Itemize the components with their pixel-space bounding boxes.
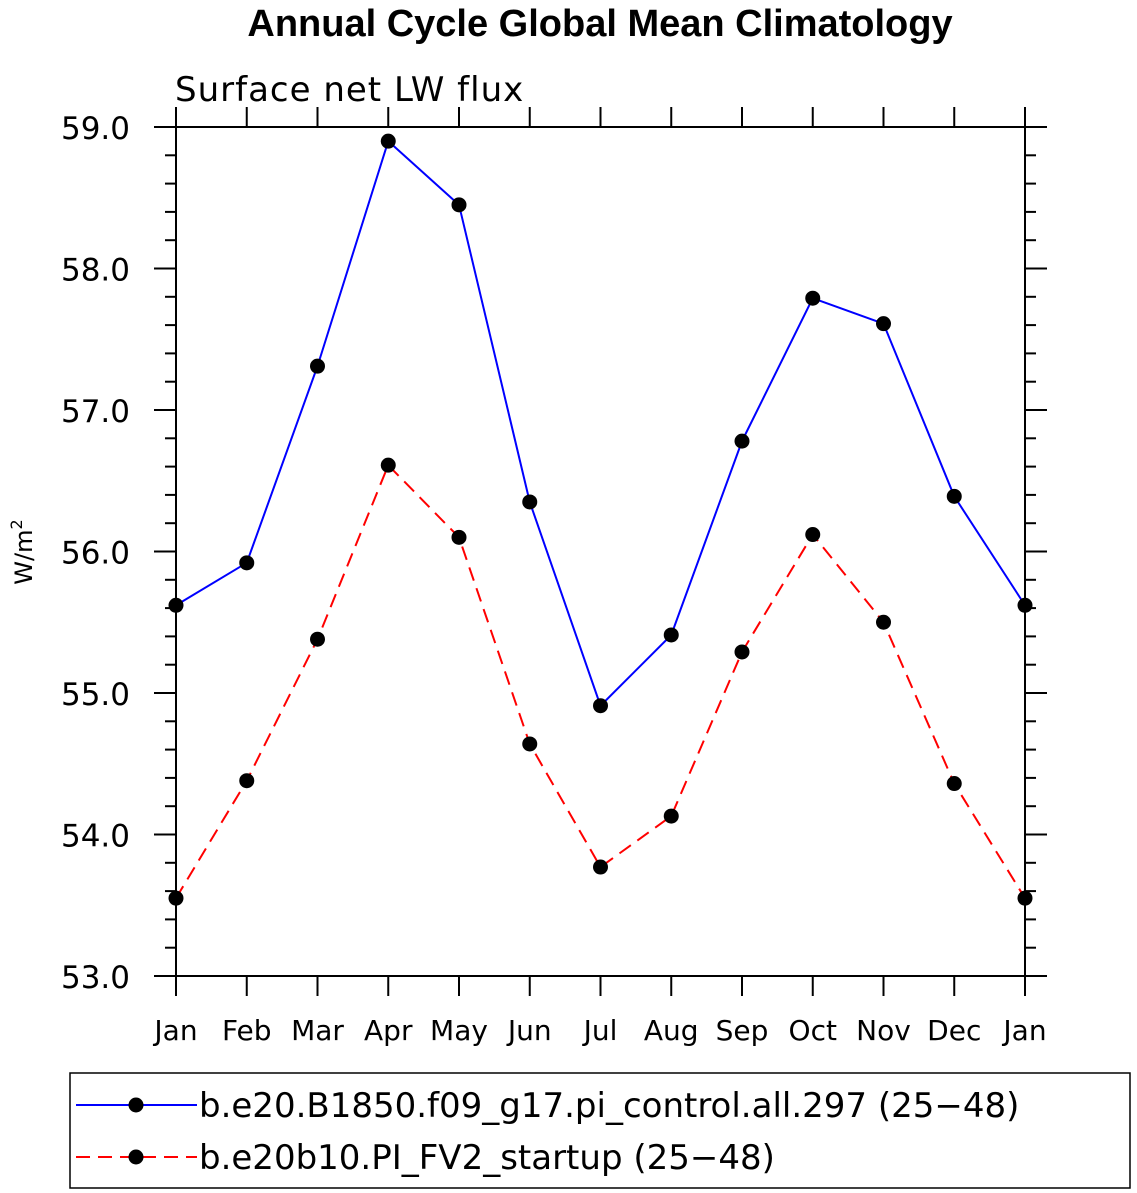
legend-marker-1 xyxy=(128,1097,144,1113)
series-2-point xyxy=(239,773,255,789)
series-1-point xyxy=(876,316,891,332)
series-2-point xyxy=(876,614,891,630)
series-1-point xyxy=(380,133,396,149)
y-axis-label-exponent: 2 xyxy=(7,519,26,529)
x-tick-label: Feb xyxy=(222,1014,272,1047)
series-2-point xyxy=(734,644,750,660)
legend-label-1: b.e20.B1850.f09_g17.pi_control.all.297 (… xyxy=(199,1086,1019,1126)
series-1-point xyxy=(946,488,962,504)
y-tick-label: 53.0 xyxy=(61,960,130,996)
chart-subtitle: Surface net LW flux xyxy=(175,70,524,110)
y-tick-label: 54.0 xyxy=(61,819,130,855)
x-tick-label: Apr xyxy=(364,1014,413,1047)
x-tick-label: Jan xyxy=(1001,1014,1046,1047)
series-group xyxy=(168,133,1033,906)
series-2-point xyxy=(663,808,679,824)
y-tick-labels: 53.0 54.0 55.0 56.0 57.0 58.0 59.0 xyxy=(61,111,130,996)
series-1-point xyxy=(451,197,467,213)
y-tick-label: 57.0 xyxy=(61,394,130,430)
series-2-point xyxy=(310,631,325,647)
series-1-point xyxy=(734,433,750,449)
series-2-point xyxy=(805,527,821,543)
series-line-1 xyxy=(175,140,1026,707)
axis-ticks xyxy=(154,107,1047,996)
x-tick-label: Aug xyxy=(644,1014,699,1047)
series-2-point xyxy=(451,529,467,545)
y-tick-label: 58.0 xyxy=(61,253,130,289)
legend-box xyxy=(69,1072,1131,1189)
series-1-point xyxy=(593,698,608,714)
series-1-point xyxy=(805,290,821,306)
chart-title: Annual Cycle Global Mean Climatology xyxy=(247,3,952,45)
legend: b.e20.B1850.f09_g17.pi_control.all.297 (… xyxy=(76,1086,1019,1178)
plot-frame xyxy=(175,126,1026,977)
y-tick-label: 55.0 xyxy=(61,677,130,713)
legend-label-2: b.e20b10.PI_FV2_startup (25−48) xyxy=(199,1138,775,1178)
series-1-point xyxy=(663,627,679,643)
x-tick-label: Nov xyxy=(856,1014,911,1047)
series-2-point xyxy=(522,736,538,752)
y-axis-label-unit: W/m xyxy=(10,529,38,584)
x-tick-label: Sep xyxy=(716,1014,769,1047)
series-2-point xyxy=(593,859,608,875)
x-tick-label: Jul xyxy=(582,1014,618,1047)
series-1-point xyxy=(239,555,255,571)
series-line-2 xyxy=(175,464,1026,899)
series-1-point xyxy=(310,358,325,374)
y-tick-label: 56.0 xyxy=(61,536,130,572)
x-tick-label: Oct xyxy=(789,1014,837,1047)
series-2-point xyxy=(380,457,396,473)
series-2-point xyxy=(946,776,962,792)
x-tick-label: Dec xyxy=(927,1014,981,1047)
x-tick-label: Mar xyxy=(291,1014,344,1047)
x-tick-label: May xyxy=(430,1014,488,1047)
y-tick-label: 59.0 xyxy=(61,111,130,147)
legend-marker-2 xyxy=(128,1149,144,1165)
x-tick-labels: Jan Feb Mar Apr May Jun Jul Aug Sep Oct Nov Dec Jan xyxy=(152,1014,1046,1047)
x-tick-label: Jun xyxy=(506,1014,552,1047)
series-1-point xyxy=(522,494,538,510)
y-axis-label: W/m2 xyxy=(7,519,38,584)
x-tick-label: Jan xyxy=(152,1014,197,1047)
